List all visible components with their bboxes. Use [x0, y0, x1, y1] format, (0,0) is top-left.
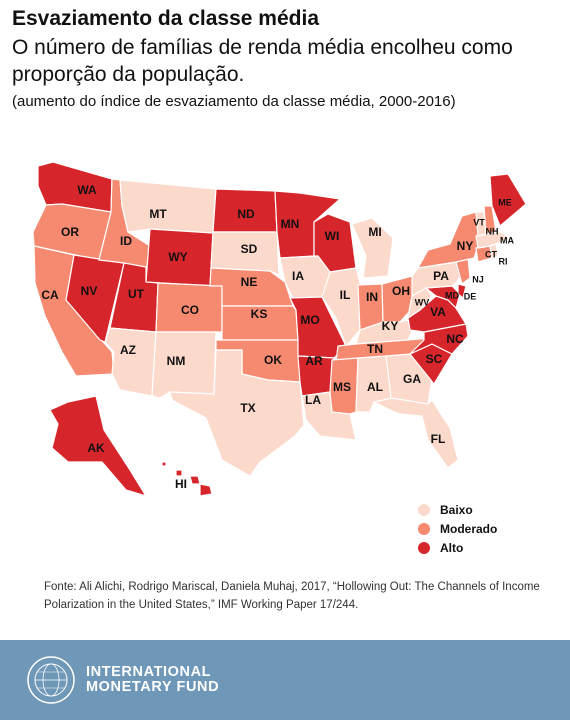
state-label-mn: MN [281, 217, 300, 231]
state-label-co: CO [181, 303, 199, 317]
state-label-ct: CT [485, 249, 497, 259]
imf-wordmark: INTERNATIONAL MONETARY FUND [86, 664, 220, 695]
state-ak [49, 395, 148, 498]
state-label-nj: NJ [472, 274, 484, 284]
state-label-sd: SD [241, 242, 258, 256]
state-nh [483, 205, 497, 235]
legend-label: Baixo [440, 502, 473, 517]
state-il [321, 267, 363, 348]
state-label-nh: NH [486, 226, 499, 236]
state-label-md: MD [445, 290, 459, 300]
state-label-fl: FL [431, 432, 446, 446]
state-label-il: IL [340, 288, 351, 302]
state-label-tn: TN [367, 342, 383, 356]
state-label-ny: NY [457, 239, 474, 253]
state-label-wv: WV [415, 297, 430, 307]
chart-subtitle: O número de famílias de renda média enco… [12, 36, 513, 86]
state-de [457, 283, 467, 300]
legend-item-alto: Alto [418, 538, 558, 557]
legend-item-moderado: Moderado [418, 519, 558, 538]
state-label-ia: IA [292, 269, 304, 283]
state-label-tx: TX [240, 401, 255, 415]
state-label-ma: MA [500, 235, 514, 245]
state-label-wy: WY [168, 250, 187, 264]
state-label-oh: OH [392, 284, 410, 298]
state-label-sc: SC [426, 352, 443, 366]
state-label-la: LA [305, 393, 321, 407]
state-label-nm: NM [167, 354, 186, 368]
state-label-al: AL [367, 380, 383, 394]
state-label-wi: WI [325, 229, 340, 243]
source-note: Fonte: Ali Alichi, Rodrigo Mariscal, Dan… [44, 581, 540, 611]
state-label-pa: PA [433, 269, 449, 283]
state-label-de: DE [464, 291, 477, 301]
chart-note: (aumento do índice de esvaziamento da cl… [12, 93, 456, 110]
state-label-nd: ND [237, 207, 255, 221]
state-label-in: IN [366, 290, 378, 304]
state-label-mo: MO [300, 313, 319, 327]
state-az [104, 327, 157, 397]
state-mi [351, 217, 394, 279]
state-label-vt: VT [473, 217, 485, 227]
state-label-ak: AK [87, 441, 105, 455]
legend-swatch [418, 503, 430, 516]
us-choropleth-map: WA OR CA NV ID MT WY UT AZ CO NM ND SD NE KS OK TX MN IA MO… [32, 161, 527, 498]
state-me [489, 173, 527, 227]
state-label-ok: OK [264, 353, 282, 367]
imf-seal-logo [27, 656, 75, 704]
state-label-or: OR [61, 225, 79, 239]
state-fl [372, 397, 459, 469]
state-label-id: ID [120, 234, 132, 248]
state-label-ms: MS [333, 380, 351, 394]
state-label-ri: RI [499, 256, 508, 266]
state-label-ks: KS [251, 307, 268, 321]
state-label-ne: NE [241, 275, 258, 289]
state-label-ca: CA [41, 288, 59, 302]
footer-bar: INTERNATIONAL MONETARY FUND [0, 640, 570, 720]
legend-label: Moderado [440, 521, 498, 536]
legend-item-baixo: Baixo [418, 500, 558, 519]
state-label-nc: NC [446, 332, 464, 346]
state-hi [161, 461, 213, 497]
state-label-az: AZ [120, 343, 136, 357]
state-label-me: ME [498, 197, 512, 207]
legend-swatch [418, 522, 430, 535]
state-label-hi: HI [175, 477, 187, 491]
state-sd [210, 231, 280, 276]
state-label-mt: MT [149, 207, 167, 221]
state-label-ut: UT [128, 287, 145, 301]
state-label-va: VA [430, 305, 446, 319]
state-label-ga: GA [403, 372, 421, 386]
legend-swatch [418, 541, 430, 554]
state-nc [409, 323, 469, 355]
state-tx [169, 349, 305, 477]
state-label-ky: KY [382, 319, 399, 333]
state-mt [119, 179, 217, 234]
state-label-wa: WA [77, 183, 97, 197]
state-label-ar: AR [305, 354, 323, 368]
state-ma [475, 231, 512, 249]
legend: Baixo Moderado Alto [418, 500, 558, 557]
chart-title: Esvaziamento da classe média [12, 7, 319, 30]
legend-label: Alto [440, 540, 464, 555]
state-label-mi: MI [368, 225, 381, 239]
state-label-nv: NV [81, 284, 98, 298]
